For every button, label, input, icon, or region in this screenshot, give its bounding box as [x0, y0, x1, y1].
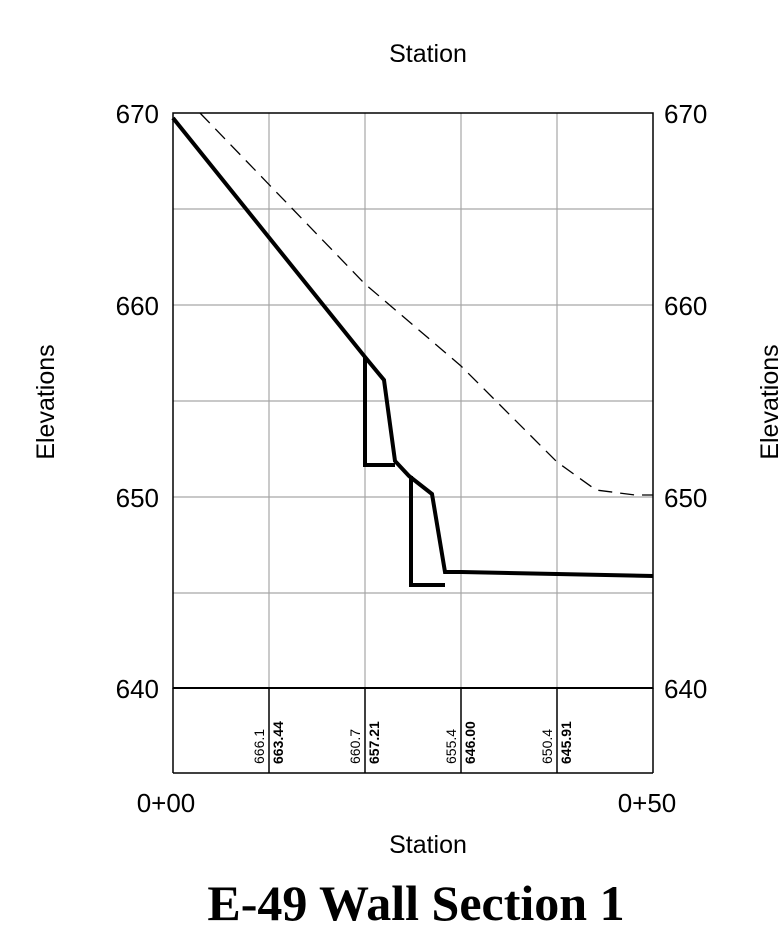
existing-elev-1: 666.1: [251, 729, 267, 764]
proposed-elev-3: 646.00: [462, 721, 478, 764]
existing-elev-2: 660.7: [347, 729, 363, 764]
grid: [173, 113, 653, 688]
existing-elev-4: 650.4: [539, 729, 555, 764]
existing-elev-3: 655.4: [443, 729, 459, 764]
right-axis-label: Elevations: [756, 344, 783, 459]
proposed-elev-1: 663.44: [270, 721, 286, 764]
station-start-label: 0+00: [137, 788, 196, 818]
table-values: 666.1 663.44 660.7 657.21 655.4 646.00 6…: [251, 721, 574, 764]
left-tick-640: 640: [116, 674, 159, 704]
figure-title: E-49 Wall Section 1: [207, 875, 624, 931]
left-elevation-ticks: 670 660 650 640: [116, 99, 159, 704]
top-axis-label: Station: [389, 40, 467, 68]
left-tick-660: 660: [116, 291, 159, 321]
existing-ground-dashed-line: [199, 112, 653, 496]
right-tick-650: 650: [664, 483, 707, 513]
station-end-label: 0+50: [618, 788, 677, 818]
proposed-elev-4: 645.91: [558, 721, 574, 764]
right-tick-670: 670: [664, 99, 707, 129]
right-tick-640: 640: [664, 674, 707, 704]
station-data-table: [172, 687, 654, 774]
left-tick-670: 670: [116, 99, 159, 129]
right-tick-660: 660: [664, 291, 707, 321]
right-elevation-ticks: 670 660 650 640: [664, 99, 707, 704]
proposed-elev-2: 657.21: [366, 721, 382, 764]
lower-wall-outline: [409, 476, 445, 587]
bottom-axis-label: Station: [389, 831, 467, 859]
left-tick-650: 650: [116, 483, 159, 513]
left-axis-label: Elevations: [32, 344, 60, 459]
upper-wall-outline: [363, 357, 395, 467]
